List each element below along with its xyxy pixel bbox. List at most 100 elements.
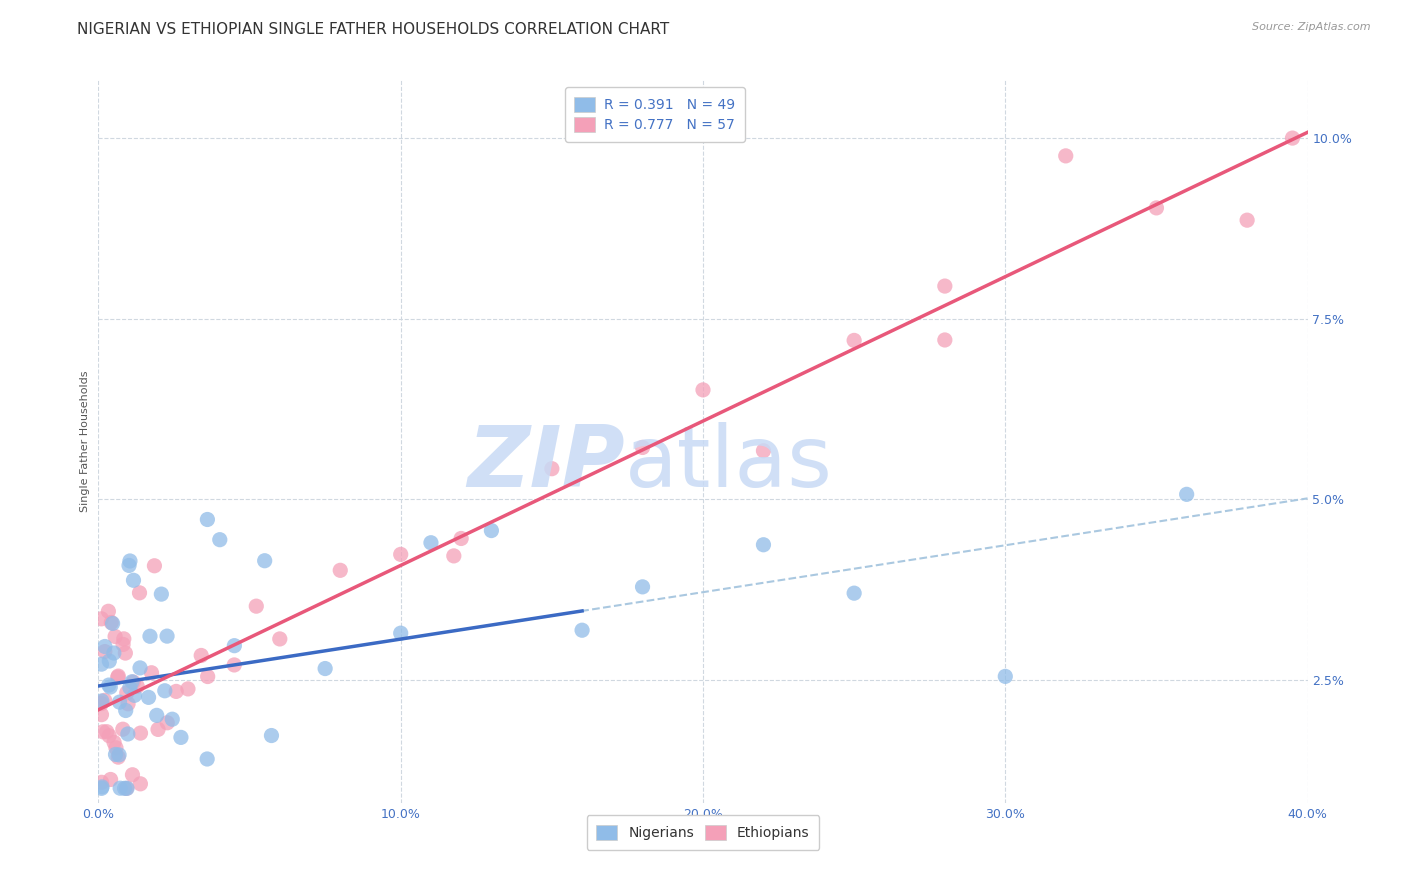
Text: NIGERIAN VS ETHIOPIAN SINGLE FATHER HOUSEHOLDS CORRELATION CHART: NIGERIAN VS ETHIOPIAN SINGLE FATHER HOUS…: [77, 22, 669, 37]
Point: [994, 669, 1017, 683]
Point: [143, 558, 166, 573]
Point: [145, 708, 167, 723]
Point: [129, 661, 152, 675]
Point: [98, 729, 121, 743]
Point: [844, 334, 866, 348]
Point: [121, 768, 143, 782]
Point: [165, 684, 187, 698]
Point: [115, 686, 138, 700]
Point: [115, 781, 138, 796]
Point: [91, 780, 114, 794]
Point: [177, 681, 200, 696]
Point: [104, 747, 127, 762]
Point: [114, 781, 136, 796]
Point: [128, 586, 150, 600]
Point: [153, 683, 176, 698]
Point: [1054, 149, 1077, 163]
Point: [121, 674, 143, 689]
Point: [141, 665, 163, 680]
Point: [389, 547, 412, 561]
Point: [156, 629, 179, 643]
Point: [118, 681, 141, 695]
Point: [253, 554, 276, 568]
Point: [108, 695, 131, 709]
Point: [195, 752, 218, 766]
Point: [224, 657, 246, 672]
Y-axis label: Single Father Households: Single Father Households: [80, 371, 90, 512]
Point: [117, 727, 139, 741]
Point: [90, 697, 112, 711]
Point: [118, 558, 141, 573]
Point: [112, 632, 135, 646]
Point: [389, 626, 412, 640]
Point: [97, 604, 120, 618]
Point: [91, 724, 114, 739]
Point: [90, 781, 112, 796]
Point: [103, 735, 125, 749]
Point: [1236, 213, 1258, 227]
Point: [90, 775, 112, 789]
Point: [443, 549, 465, 563]
Point: [752, 443, 775, 458]
Point: [934, 333, 956, 347]
Point: [138, 690, 160, 705]
Point: [1281, 131, 1303, 145]
Point: [752, 538, 775, 552]
Point: [139, 629, 162, 643]
Point: [94, 644, 117, 658]
Point: [93, 693, 115, 707]
Point: [104, 630, 127, 644]
Point: [103, 646, 125, 660]
Point: [631, 441, 654, 455]
Point: [540, 461, 562, 475]
Point: [1175, 487, 1198, 501]
Point: [114, 646, 136, 660]
Text: atlas: atlas: [624, 422, 832, 505]
Point: [98, 654, 121, 668]
Point: [208, 533, 231, 547]
Point: [127, 679, 149, 693]
Point: [90, 694, 112, 708]
Point: [129, 777, 152, 791]
Point: [97, 678, 120, 692]
Point: [329, 563, 352, 577]
Point: [122, 675, 145, 690]
Point: [101, 616, 124, 631]
Point: [197, 669, 219, 683]
Text: Source: ZipAtlas.com: Source: ZipAtlas.com: [1253, 22, 1371, 32]
Point: [112, 637, 135, 651]
Point: [150, 587, 173, 601]
Point: [108, 781, 131, 796]
Point: [631, 580, 654, 594]
Point: [156, 715, 179, 730]
Point: [190, 648, 212, 663]
Point: [420, 535, 443, 549]
Point: [118, 554, 141, 568]
Point: [114, 704, 136, 718]
Point: [115, 781, 138, 796]
Point: [450, 532, 472, 546]
Point: [170, 731, 193, 745]
Point: [100, 615, 122, 630]
Point: [108, 747, 131, 762]
Point: [197, 512, 219, 526]
Text: ZIP: ZIP: [467, 422, 624, 505]
Point: [162, 712, 184, 726]
Point: [122, 574, 145, 588]
Point: [90, 612, 112, 626]
Point: [934, 279, 956, 293]
Point: [245, 599, 267, 614]
Point: [100, 772, 122, 787]
Point: [124, 689, 146, 703]
Point: [107, 670, 129, 684]
Point: [1144, 201, 1167, 215]
Point: [107, 750, 129, 764]
Point: [314, 661, 336, 675]
Point: [98, 680, 121, 694]
Point: [111, 723, 134, 737]
Point: [96, 724, 118, 739]
Point: [260, 729, 283, 743]
Point: [94, 640, 117, 654]
Point: [90, 657, 112, 672]
Point: [844, 586, 866, 600]
